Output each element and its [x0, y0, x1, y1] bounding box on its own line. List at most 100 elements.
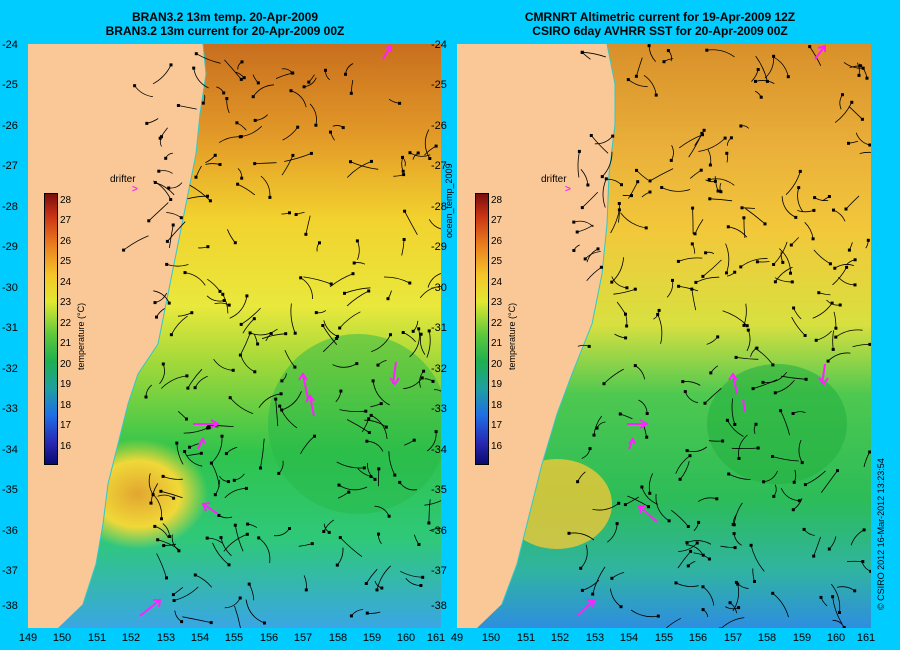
- current-vector-head: [756, 446, 760, 450]
- current-streamline: [241, 125, 262, 137]
- current-vector-head: [645, 412, 649, 415]
- current-vector-head: [640, 485, 644, 489]
- current-vector-head: [826, 359, 830, 363]
- current-streamline: [809, 46, 822, 66]
- lat-label: -24: [2, 39, 18, 51]
- current-vector-head: [772, 263, 776, 266]
- cool-water: [268, 334, 441, 514]
- current-vector-head: [853, 589, 857, 593]
- current-streamline: [610, 209, 620, 234]
- current-vector-head: [367, 417, 371, 421]
- current-vector-head: [827, 547, 831, 551]
- current-vector-head: [239, 77, 243, 81]
- current-streamline: [834, 102, 853, 123]
- current-vector-head: [832, 208, 835, 212]
- colorbar-tick: 17: [491, 420, 503, 431]
- current-vector-head: [225, 97, 229, 101]
- current-vector-head: [417, 543, 421, 546]
- current-streamline: [193, 68, 209, 89]
- current-vector-head: [338, 326, 342, 330]
- current-vector-head: [314, 311, 318, 315]
- current-vector-head: [290, 71, 294, 75]
- current-vector-head: [299, 276, 303, 280]
- current-vector-head: [169, 198, 173, 201]
- current-streamline: [859, 151, 871, 154]
- current-vector-head: [233, 241, 237, 245]
- current-vector-head: [401, 169, 405, 173]
- current-streamline: [409, 328, 420, 358]
- current-streamline: [577, 151, 580, 178]
- current-vector-head: [686, 564, 690, 568]
- current-streamline: [812, 302, 833, 319]
- current-streamline: [195, 574, 213, 588]
- current-vector-head: [771, 591, 775, 595]
- current-streamline: [220, 537, 232, 557]
- right-map: [457, 44, 871, 628]
- current-vector-head: [168, 535, 172, 538]
- current-vector-head: [690, 287, 694, 291]
- current-vector-head: [288, 211, 291, 215]
- colorbar-tick: 18: [60, 400, 72, 411]
- current-vector-head: [813, 196, 817, 200]
- colorbar-tick: 19: [60, 379, 72, 390]
- current-vector-head: [337, 483, 341, 487]
- current-vector-head: [220, 434, 224, 438]
- current-vector-head: [719, 190, 723, 194]
- current-streamline: [731, 447, 759, 450]
- current-vector-head: [636, 180, 640, 184]
- current-vector-head: [803, 483, 807, 487]
- current-streamline: [685, 544, 704, 556]
- current-vector-head: [351, 272, 355, 276]
- current-streamline: [279, 405, 298, 429]
- lon-label: 150: [52, 632, 72, 644]
- current-streamline: [602, 151, 613, 177]
- current-streamline: [419, 285, 441, 299]
- current-vector-head: [370, 159, 373, 163]
- land-australia: [457, 44, 615, 628]
- current-vector-head: [222, 91, 226, 95]
- current-vector-head: [233, 523, 237, 527]
- current-vector-head: [206, 194, 209, 198]
- current-streamline: [211, 436, 223, 463]
- current-streamline: [404, 211, 418, 235]
- current-vector-head: [791, 508, 795, 512]
- current-streamline: [148, 202, 169, 222]
- current-vector-head: [244, 486, 248, 490]
- lat-label: -33: [2, 403, 18, 415]
- lon-label: 158: [328, 632, 348, 644]
- current-vector-head: [681, 380, 685, 384]
- current-vector-head: [630, 194, 633, 198]
- current-streamline: [258, 537, 271, 564]
- current-streamline: [254, 162, 277, 164]
- current-streamline: [123, 235, 149, 251]
- current-streamline: [691, 289, 697, 311]
- current-vector-head: [329, 282, 333, 286]
- current-streamline: [834, 264, 855, 269]
- current-vector-head: [685, 449, 689, 453]
- current-vector-head: [401, 155, 404, 159]
- current-streamline: [303, 276, 332, 285]
- current-streamline: [590, 135, 609, 154]
- current-streamline: [835, 329, 863, 338]
- colorbar-tick: 24: [491, 277, 503, 288]
- current-vector-head: [789, 271, 792, 275]
- current-vector-head: [377, 467, 381, 471]
- current-streamline: [322, 325, 338, 345]
- current-vectors: [567, 44, 871, 628]
- current-streamline: [229, 397, 254, 414]
- current-streamline: [357, 240, 360, 260]
- current-streamline: [721, 617, 745, 628]
- current-streamline: [284, 153, 312, 162]
- current-vector-head: [335, 337, 339, 340]
- current-vector-head: [771, 363, 775, 367]
- current-streamline: [832, 267, 847, 286]
- current-vector-head: [765, 79, 769, 83]
- current-vector-head: [431, 379, 435, 383]
- current-vector-head: [336, 334, 339, 338]
- current-vector-head: [749, 543, 753, 547]
- current-vector-head: [183, 271, 187, 275]
- current-streamline: [568, 532, 595, 541]
- current-vector-head: [868, 450, 871, 454]
- credit-label: © CSIRO 2012 16-Mar-2012 13:23:54: [876, 458, 886, 610]
- current-streamline: [698, 137, 726, 152]
